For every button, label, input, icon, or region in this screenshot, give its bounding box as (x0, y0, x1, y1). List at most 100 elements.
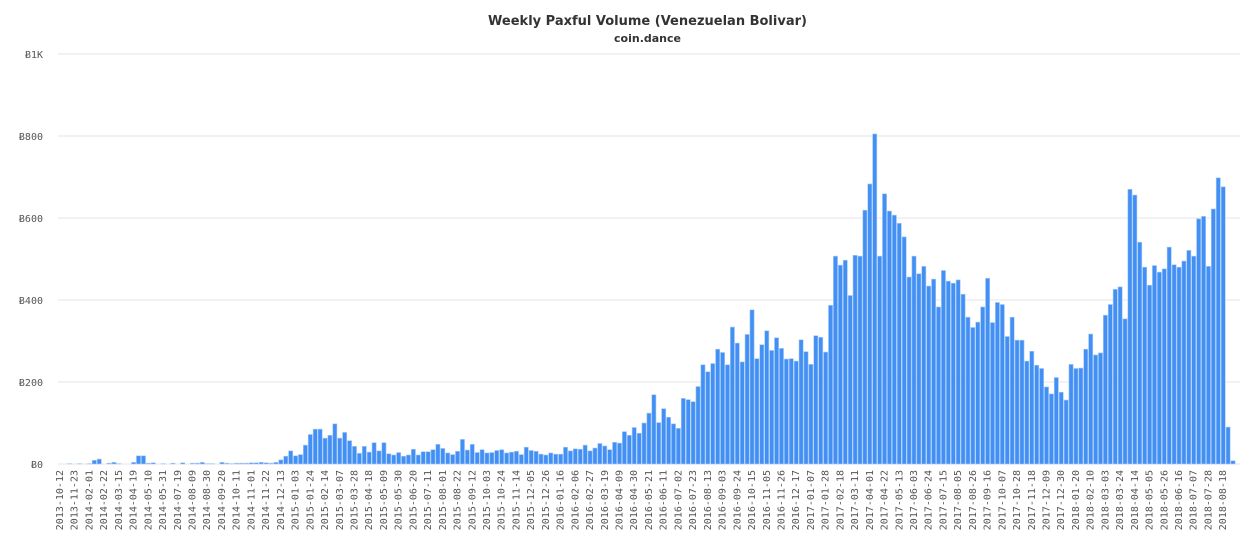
bar (916, 273, 922, 465)
x-tick-label: 2016-05-21 (644, 470, 655, 530)
bar (985, 277, 991, 465)
x-tick-label: 2018-08-18 (1218, 470, 1229, 530)
x-tick-label: 2017-08-26 (968, 470, 979, 530)
x-tick-label: 2017-08-05 (953, 470, 964, 530)
bar (833, 255, 838, 465)
bar (342, 432, 348, 465)
x-tick-label: 2014-04-19 (129, 470, 140, 530)
bar (734, 342, 740, 465)
bars (67, 133, 1236, 465)
x-tick-label: 2016-11-26 (776, 470, 787, 530)
bar (195, 462, 200, 465)
x-tick-label: 2015-11-14 (511, 470, 522, 530)
bar (474, 452, 480, 465)
bar (793, 360, 799, 465)
x-tick-label: 2014-05-31 (158, 470, 169, 530)
bar (999, 304, 1005, 465)
y-tick-label: Ƀ400 (19, 296, 43, 307)
y-tick-label: Ƀ600 (19, 214, 43, 225)
bar (1083, 348, 1089, 465)
x-tick-label: 2016-11-05 (762, 470, 773, 530)
bar (558, 453, 564, 465)
bar (1019, 339, 1025, 465)
bar (592, 447, 598, 465)
x-tick-label: 2015-10-24 (497, 470, 508, 530)
bar (391, 454, 397, 465)
bar (180, 462, 186, 465)
bar (695, 386, 701, 465)
bar (597, 443, 603, 465)
bar (464, 449, 470, 465)
bar (1191, 255, 1197, 465)
x-tick-label: 2017-01-07 (806, 470, 817, 530)
bar (479, 449, 485, 465)
bar (244, 462, 249, 465)
bar (1044, 386, 1049, 465)
bar (744, 334, 750, 465)
x-tick-label: 2016-09-24 (732, 470, 743, 530)
x-tick-label: 2015-01-03 (291, 470, 302, 530)
x-tick-label: 2018-07-07 (1189, 470, 1200, 530)
bar (1137, 241, 1143, 465)
bar (906, 276, 912, 465)
x-tick-label: 2015-07-11 (423, 470, 434, 530)
bar (1201, 216, 1206, 465)
x-tick-label: 2017-06-24 (924, 470, 935, 530)
bar (1088, 333, 1094, 465)
bar (352, 446, 357, 465)
bar (460, 439, 465, 465)
bar (347, 440, 352, 465)
bar (705, 371, 711, 465)
bar (253, 462, 259, 465)
x-tick-label: 2017-05-13 (894, 470, 905, 530)
bar (828, 305, 833, 465)
bar (941, 270, 946, 465)
x-axis-labels: 2013-10-12 2013-11-23 2014-02-01 2014-02-22… (55, 470, 1229, 530)
bar (1220, 186, 1226, 465)
x-tick-label: 2018-01-20 (1071, 470, 1082, 530)
x-tick-label: 2014-02-01 (84, 470, 95, 530)
bar (420, 451, 426, 465)
chart-subtitle: coin.dance (614, 32, 681, 45)
x-tick-label: 2018-05-26 (1159, 470, 1170, 530)
bar (96, 458, 102, 465)
bar (867, 183, 873, 465)
bar (788, 358, 794, 465)
x-tick-label: 2015-03-07 (335, 470, 346, 530)
bar (847, 295, 853, 465)
bar (1098, 352, 1103, 465)
bar (1034, 364, 1040, 465)
bar (563, 446, 568, 465)
bar (298, 454, 303, 465)
bar (617, 442, 622, 465)
x-tick-label: 2014-08-09 (188, 470, 199, 530)
x-tick-label: 2018-07-28 (1203, 470, 1214, 530)
bar (268, 462, 274, 465)
x-tick-label: 2016-04-30 (629, 470, 640, 530)
bar (862, 209, 868, 465)
bar (410, 448, 416, 465)
x-tick-label: 2018-04-14 (1130, 470, 1141, 530)
bar (219, 462, 225, 465)
bar (626, 434, 632, 465)
bar (1196, 218, 1202, 465)
bar (337, 437, 343, 465)
bar (882, 193, 887, 465)
bar (926, 285, 932, 465)
x-tick-label: 2016-10-15 (747, 470, 758, 530)
bar (700, 364, 706, 465)
bar (435, 444, 441, 465)
bar (514, 450, 519, 465)
bar (1107, 304, 1113, 465)
bar (1176, 266, 1182, 465)
bar (1073, 368, 1079, 465)
bar (1156, 271, 1162, 465)
bar (366, 451, 372, 465)
x-tick-label: 2017-11-18 (1027, 470, 1038, 530)
x-tick-label: 2016-01-16 (556, 470, 567, 530)
bar (523, 446, 529, 465)
bar (141, 455, 146, 465)
x-tick-label: 2015-02-14 (320, 470, 331, 530)
bar (990, 322, 995, 465)
bar (293, 455, 298, 465)
